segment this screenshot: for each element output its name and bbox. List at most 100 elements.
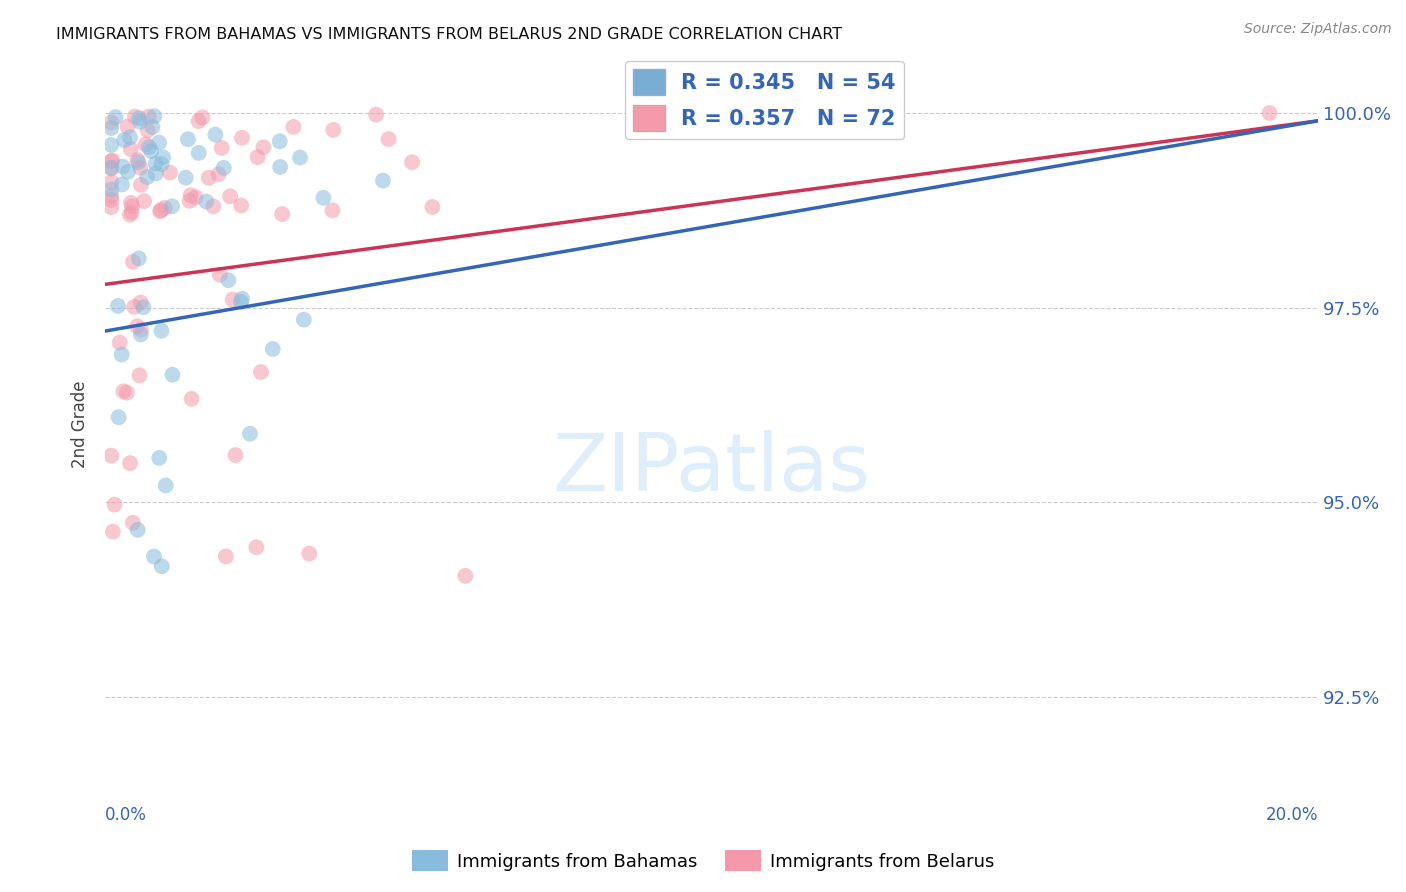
Point bbox=[153, 201, 176, 215]
Point bbox=[101, 153, 124, 168]
Point bbox=[422, 200, 444, 214]
Point bbox=[127, 523, 149, 537]
Point bbox=[215, 549, 238, 564]
Point bbox=[217, 273, 239, 287]
Point bbox=[269, 134, 291, 148]
Point bbox=[262, 342, 284, 356]
Point bbox=[129, 295, 152, 310]
Point bbox=[187, 145, 209, 160]
Point bbox=[312, 191, 335, 205]
Point bbox=[245, 541, 267, 555]
Point bbox=[150, 157, 173, 171]
Point bbox=[155, 478, 177, 492]
Point bbox=[141, 120, 163, 135]
Point bbox=[150, 559, 173, 574]
Point bbox=[128, 368, 150, 383]
Point bbox=[129, 161, 152, 175]
Point bbox=[104, 110, 127, 124]
Point bbox=[162, 368, 184, 382]
Point bbox=[122, 255, 145, 269]
Point bbox=[149, 204, 172, 219]
Point bbox=[202, 199, 225, 213]
Point bbox=[1258, 106, 1281, 120]
Point bbox=[184, 190, 207, 204]
Point bbox=[132, 194, 155, 209]
Point bbox=[100, 154, 122, 169]
Point bbox=[231, 292, 253, 306]
Point bbox=[129, 178, 152, 192]
Point bbox=[160, 199, 183, 213]
Point bbox=[112, 384, 135, 399]
Point bbox=[127, 153, 149, 167]
Point bbox=[121, 199, 143, 213]
Point bbox=[138, 110, 160, 124]
Point bbox=[118, 208, 141, 222]
Text: ZIPatlas: ZIPatlas bbox=[553, 430, 870, 508]
Point bbox=[371, 174, 394, 188]
Point bbox=[100, 449, 122, 463]
Point bbox=[101, 524, 124, 539]
Point bbox=[111, 347, 134, 361]
Point bbox=[100, 115, 122, 129]
Point bbox=[138, 140, 160, 154]
Point bbox=[117, 120, 139, 134]
Point bbox=[198, 170, 221, 185]
Point bbox=[221, 293, 243, 307]
Point bbox=[145, 166, 167, 180]
Point bbox=[120, 195, 142, 210]
Point bbox=[191, 111, 214, 125]
Point bbox=[120, 456, 142, 470]
Point bbox=[322, 123, 344, 137]
Legend: Immigrants from Bahamas, Immigrants from Belarus: Immigrants from Bahamas, Immigrants from… bbox=[405, 843, 1001, 879]
Point bbox=[120, 142, 142, 156]
Point bbox=[207, 167, 229, 181]
Point bbox=[100, 138, 122, 153]
Point bbox=[231, 130, 253, 145]
Point bbox=[180, 392, 202, 406]
Point bbox=[229, 198, 252, 212]
Point bbox=[219, 189, 242, 203]
Point bbox=[177, 132, 200, 146]
Point bbox=[271, 207, 294, 221]
Y-axis label: 2nd Grade: 2nd Grade bbox=[72, 381, 89, 468]
Point bbox=[129, 323, 152, 337]
Point bbox=[187, 114, 209, 128]
Point bbox=[118, 130, 141, 145]
Legend: R = 0.345   N = 54, R = 0.357   N = 72: R = 0.345 N = 54, R = 0.357 N = 72 bbox=[626, 61, 904, 139]
Point bbox=[148, 450, 170, 465]
Point bbox=[149, 203, 172, 218]
Point bbox=[127, 319, 149, 334]
Point bbox=[107, 299, 129, 313]
Point bbox=[122, 300, 145, 314]
Point bbox=[145, 156, 167, 170]
Point bbox=[100, 161, 122, 175]
Point bbox=[136, 123, 159, 137]
Point bbox=[100, 189, 122, 203]
Point bbox=[224, 448, 246, 462]
Point bbox=[128, 252, 150, 266]
Point bbox=[122, 516, 145, 530]
Point bbox=[269, 160, 291, 174]
Point bbox=[208, 268, 231, 282]
Point bbox=[239, 426, 262, 441]
Point bbox=[377, 132, 399, 146]
Point bbox=[117, 165, 139, 179]
Point bbox=[100, 121, 122, 136]
Text: Source: ZipAtlas.com: Source: ZipAtlas.com bbox=[1244, 22, 1392, 37]
Point bbox=[252, 140, 274, 154]
Point bbox=[135, 137, 157, 152]
Point bbox=[212, 161, 235, 175]
Point bbox=[115, 385, 138, 400]
Point bbox=[364, 108, 387, 122]
Point bbox=[108, 335, 131, 350]
Point bbox=[100, 161, 122, 176]
Point bbox=[129, 327, 152, 342]
Point bbox=[180, 188, 202, 202]
Point bbox=[100, 200, 122, 214]
Point bbox=[132, 300, 155, 314]
Point bbox=[298, 547, 321, 561]
Text: 0.0%: 0.0% bbox=[105, 806, 148, 824]
Point bbox=[148, 136, 170, 150]
Point bbox=[150, 324, 173, 338]
Point bbox=[179, 194, 201, 208]
